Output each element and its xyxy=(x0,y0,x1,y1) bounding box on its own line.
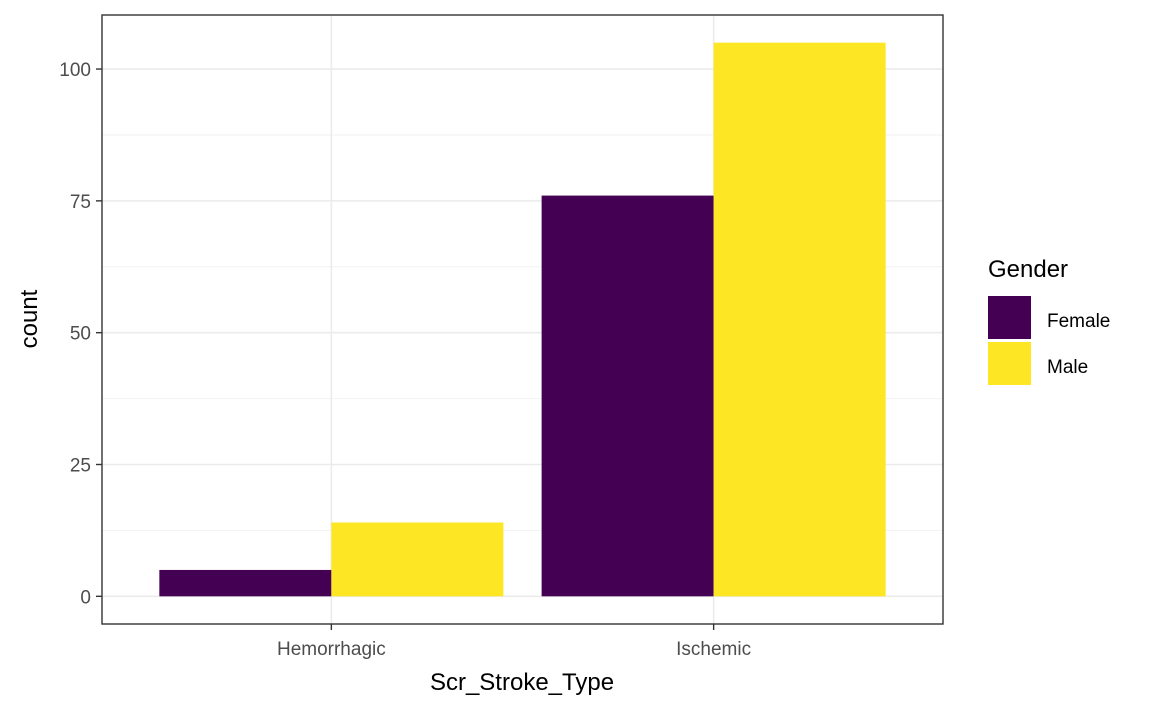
y-tick-label: 100 xyxy=(59,60,91,81)
bar-male-hemorrhagic xyxy=(331,522,504,597)
legend-items: Female Male xyxy=(988,296,1110,385)
y-axis-title: count xyxy=(16,289,43,348)
legend-title: Gender xyxy=(988,256,1068,283)
x-axis-title: Scr_Stroke_Type xyxy=(430,669,614,696)
y-axis-ticks: 0 25 50 75 100 xyxy=(59,60,102,608)
panel-border xyxy=(101,14,944,625)
plot-panel xyxy=(101,14,944,625)
y-tick-label: 75 xyxy=(70,192,91,213)
legend-label-male: Male xyxy=(1047,357,1088,378)
legend-key-male xyxy=(988,342,1031,385)
x-tick-label: Ischemic xyxy=(676,639,751,660)
legend: Gender Female Male xyxy=(988,256,1110,385)
legend-label-female: Female xyxy=(1047,311,1110,332)
y-tick-label: 50 xyxy=(70,324,91,345)
y-tick-label: 25 xyxy=(70,456,91,477)
bar-male-ischemic xyxy=(713,42,886,597)
bar-female-ischemic xyxy=(541,195,714,597)
legend-key-female xyxy=(988,296,1031,339)
y-tick-label: 0 xyxy=(80,587,91,608)
x-axis-ticks: Hemorrhagic Ischemic xyxy=(277,624,751,660)
bar-female-hemorrhagic xyxy=(159,569,332,597)
x-tick-label: Hemorrhagic xyxy=(277,639,386,660)
